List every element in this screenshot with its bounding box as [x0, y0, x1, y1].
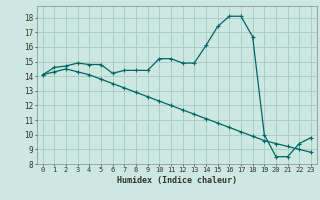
X-axis label: Humidex (Indice chaleur): Humidex (Indice chaleur) — [117, 176, 237, 185]
